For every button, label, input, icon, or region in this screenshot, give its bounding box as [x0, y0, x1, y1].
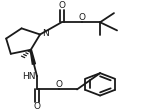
Text: N: N — [42, 29, 49, 38]
Text: O: O — [78, 13, 85, 22]
Text: O: O — [55, 80, 62, 89]
Text: HN: HN — [22, 72, 35, 81]
Polygon shape — [30, 50, 35, 64]
Text: O: O — [33, 102, 41, 111]
Text: O: O — [58, 1, 65, 10]
